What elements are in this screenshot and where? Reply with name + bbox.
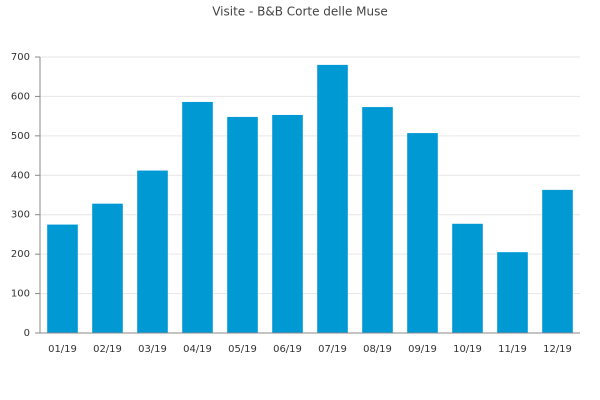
bar [497,252,528,333]
bar [227,116,258,333]
x-tick-label: 12/19 [543,344,572,355]
x-tick-label: 05/19 [228,344,257,355]
y-tick-label: 0 [24,328,30,339]
bar [92,203,123,333]
bar [47,224,78,333]
y-tick-label: 400 [11,170,30,181]
bar [272,114,303,334]
bar [182,101,213,333]
x-tick-label: 02/19 [93,344,122,355]
x-tick-label: 07/19 [318,344,347,355]
x-tick-label: 06/19 [273,344,302,355]
x-tick-label: 04/19 [183,344,212,355]
bar [542,189,573,333]
x-tick-label: 10/19 [453,344,482,355]
bar [407,133,438,333]
bar [317,64,348,333]
bar [137,170,168,333]
y-tick-label: 500 [11,131,30,142]
x-tick-label: 11/19 [498,344,527,355]
x-tick-label: 03/19 [138,344,167,355]
y-tick-label: 600 [11,91,30,102]
y-tick-label: 200 [11,249,30,260]
y-tick-label: 700 [11,52,30,63]
y-tick-label: 300 [11,210,30,221]
x-tick-label: 08/19 [363,344,392,355]
bar [452,223,483,333]
x-tick-label: 09/19 [408,344,437,355]
x-tick-label: 01/19 [48,344,77,355]
y-tick-label: 100 [11,289,30,300]
chart-title: Visite - B&B Corte delle Muse [212,5,388,19]
bar [362,107,393,334]
